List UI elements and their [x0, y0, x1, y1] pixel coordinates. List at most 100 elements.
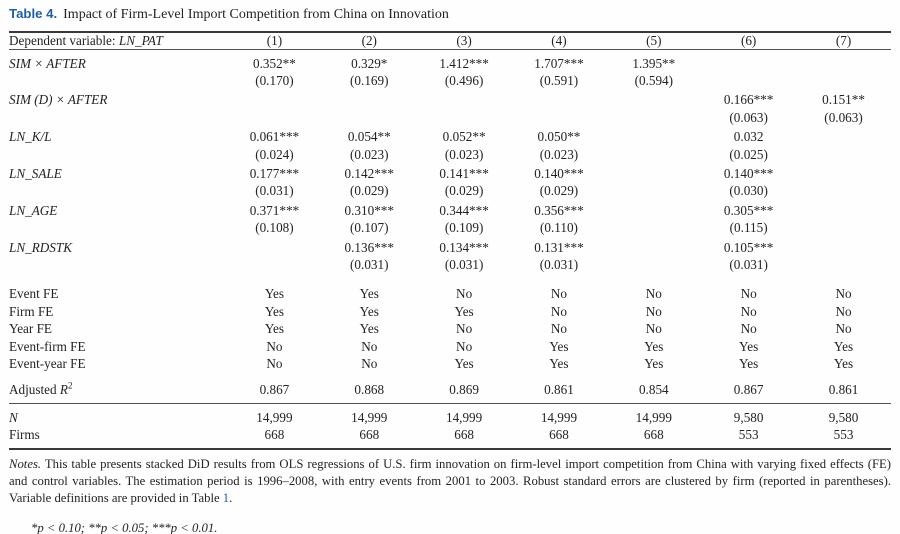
- table-caption: Table 4. Impact of Firm-Level Import Comp…: [9, 5, 891, 25]
- std-error-cell: [796, 72, 891, 89]
- adjusted-r2-cell: 0.861: [544, 381, 574, 397]
- std-error-cell: [322, 109, 417, 126]
- fe-cell: Yes: [264, 321, 285, 337]
- notes-text: This table presents stacked DiD results …: [9, 457, 891, 506]
- std-error-cell: (0.029): [444, 183, 484, 199]
- table-row: SIM (D) × AFTER 0.166*** 0.151**: [9, 89, 891, 108]
- sample-size-cell: 14,999: [351, 409, 388, 425]
- estimate-cell: 1.412***: [439, 55, 489, 71]
- estimate-cell: 0.142***: [344, 166, 394, 182]
- variable-label: LN_AGE: [9, 202, 58, 218]
- estimate-cell: [796, 126, 891, 145]
- estimate-cell: [227, 89, 322, 108]
- estimate-cell: [796, 200, 891, 219]
- empty-label-cell: [9, 72, 227, 89]
- estimate-cell: 1.707***: [534, 55, 584, 71]
- estimate-cell: 0.050**: [537, 129, 581, 145]
- sample-size-cell: 553: [738, 426, 759, 442]
- table-title: Impact of Firm-Level Import Competition …: [63, 7, 449, 22]
- variable-label: SIM (D) × AFTER: [9, 92, 108, 108]
- variable-label: SIM × AFTER: [9, 55, 86, 71]
- table-1-link[interactable]: 1: [222, 491, 230, 506]
- column-header: (7): [835, 32, 852, 48]
- fe-cell: Yes: [549, 356, 569, 372]
- adjusted-r2-prefix: Adjusted: [9, 381, 60, 397]
- estimate-cell: 0.166***: [723, 92, 774, 108]
- std-error-cell: (0.023): [350, 146, 389, 162]
- fe-cell: No: [550, 321, 568, 337]
- estimate-cell: 0.061***: [249, 129, 300, 145]
- table-row: Event-year FE No No Yes Yes Yes Yes Yes: [9, 355, 891, 372]
- fe-cell: No: [740, 303, 757, 319]
- empty-label-cell: [9, 109, 227, 126]
- std-error-cell: (0.031): [255, 183, 294, 199]
- estimate-cell: 0.032: [733, 129, 764, 145]
- std-error-cell: (0.031): [729, 257, 768, 273]
- header-row: Dependent variable: LN_PAT (1) (2) (3) (4) (…: [9, 32, 891, 50]
- std-error-cell: (0.107): [350, 220, 389, 236]
- fe-cell: Yes: [264, 286, 285, 302]
- estimate-cell: [606, 237, 701, 256]
- fe-cell: Yes: [739, 356, 759, 372]
- fe-label: Event FE: [9, 286, 59, 302]
- table-row: (0.063) (0.063): [9, 109, 891, 126]
- std-error-cell: [606, 256, 701, 273]
- adjusted-r2-cell: 0.854: [638, 381, 669, 397]
- variable-label: LN_K/L: [9, 129, 52, 145]
- table-row: (0.031) (0.031) (0.031) (0.031): [9, 256, 891, 273]
- sample-size-cell: 668: [549, 426, 569, 442]
- column-header: (2): [361, 32, 377, 48]
- estimate-cell: [606, 163, 701, 182]
- empty-label-cell: [9, 256, 227, 273]
- std-error-cell: (0.029): [539, 183, 579, 199]
- table-row: Adjusted R2 0.867 0.868 0.869 0.861 0.854 0.8…: [9, 373, 891, 404]
- sample-size-cell: 668: [359, 426, 380, 442]
- fe-cell: Yes: [739, 338, 759, 354]
- std-error-cell: (0.594): [634, 73, 674, 88]
- std-error-cell: [227, 256, 322, 273]
- sample-size-label: Firms: [9, 426, 40, 442]
- significance-note: *p < 0.10; **p < 0.05; ***p < 0.01.: [31, 520, 218, 534]
- column-header: (4): [551, 32, 567, 48]
- sample-size-cell: 9,580: [733, 409, 764, 425]
- std-error-cell: (0.169): [350, 73, 389, 88]
- table-notes: Notes. This table presents stacked DiD r…: [9, 456, 891, 507]
- fe-cell: No: [835, 321, 852, 337]
- std-error-cell: (0.110): [539, 220, 578, 236]
- estimate-cell: 0.371***: [249, 202, 300, 218]
- sample-size-label: N: [9, 409, 18, 425]
- fe-cell: No: [835, 303, 852, 319]
- estimate-cell: [322, 89, 417, 108]
- fe-cell: Yes: [264, 303, 285, 319]
- std-error-cell: (0.115): [729, 220, 768, 236]
- adjusted-r2-label: Adjusted R2: [9, 373, 227, 404]
- adjusted-r2-var: R: [59, 381, 68, 397]
- std-error-cell: [796, 182, 891, 199]
- column-header: (6): [740, 32, 757, 48]
- sample-size-cell: 553: [833, 426, 854, 442]
- adjusted-r2-cell: 0.867: [733, 381, 764, 397]
- std-error-cell: (0.063): [824, 109, 863, 125]
- table-row: Firm FE Yes Yes Yes No No No No: [9, 303, 891, 320]
- estimate-cell: 0.140***: [534, 166, 584, 182]
- std-error-cell: [227, 109, 322, 126]
- fe-cell: Yes: [359, 286, 379, 302]
- adjusted-r2-cell: 0.867: [259, 381, 290, 397]
- std-error-cell: [417, 109, 512, 126]
- dependent-variable-header: Dependent variable: LN_PAT: [9, 32, 227, 50]
- coefficient-rows: SIM × AFTER 0.352** 0.329* 1.412*** 1.707***…: [9, 49, 891, 273]
- estimate-cell: 0.310***: [344, 202, 394, 218]
- std-error-cell: (0.031): [444, 257, 484, 273]
- estimate-cell: [606, 200, 701, 219]
- fe-cell: Yes: [644, 356, 664, 372]
- std-error-cell: [512, 109, 607, 126]
- estimate-cell: 0.131***: [534, 239, 584, 255]
- fe-cell: No: [456, 321, 473, 337]
- std-error-cell: (0.031): [539, 257, 579, 273]
- fe-cell: No: [740, 286, 757, 302]
- fe-cell: No: [645, 321, 662, 337]
- empty-label-cell: [9, 219, 227, 236]
- estimate-cell: 0.356***: [534, 202, 584, 218]
- sample-size-cell: 14,999: [540, 409, 578, 425]
- table-row: LN_RDSTK 0.136*** 0.134*** 0.131*** 0.105***: [9, 237, 891, 256]
